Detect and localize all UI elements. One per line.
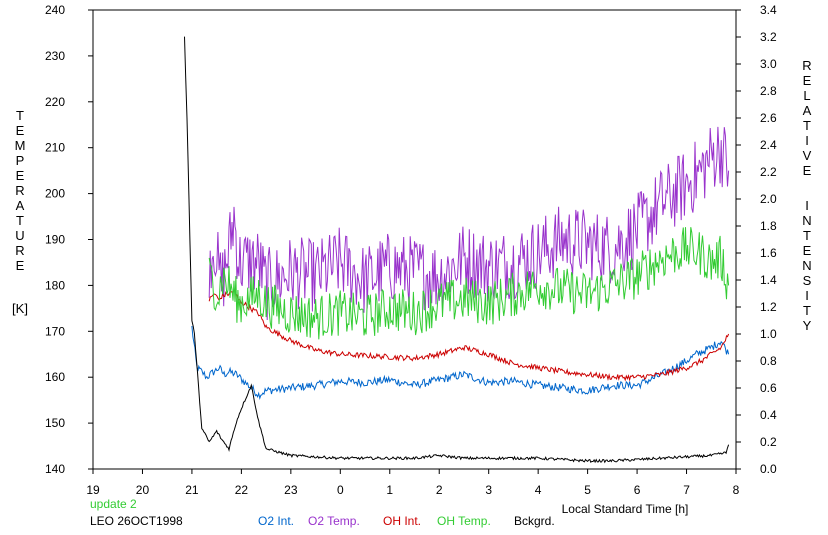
right-tick-label: 0.2 (760, 435, 777, 449)
left-axis-letter: A (16, 198, 25, 213)
right-tick-label: 2.4 (760, 138, 777, 152)
right-axis-letter: E (803, 73, 812, 88)
right-axis-letter: N (802, 258, 811, 273)
right-tick-label: 2.6 (760, 111, 777, 125)
x-tick-label: 2 (436, 483, 443, 497)
right-tick-label: 3.4 (760, 3, 777, 17)
left-axis-letter: M (15, 138, 26, 153)
legend-item: OH Temp. (437, 514, 491, 528)
left-axis-letter: R (15, 243, 24, 258)
right-axis-letter: T (803, 303, 811, 318)
right-tick-label: 1.0 (760, 327, 777, 341)
x-tick-label: 3 (485, 483, 492, 497)
series-line-o2-temp (208, 126, 730, 321)
left-tick-label: 240 (45, 3, 65, 17)
legend-item: O2 Temp. (308, 514, 360, 528)
right-axis-letter: Y (803, 318, 812, 333)
x-tick-label: 20 (136, 483, 150, 497)
right-tick-label: 0.0 (760, 462, 777, 476)
legend-item: OH Int. (383, 514, 422, 528)
right-axis-letter: V (803, 148, 812, 163)
left-axis-letter: R (15, 183, 24, 198)
left-axis-letter: E (16, 168, 25, 183)
right-tick-label: 3.0 (760, 57, 777, 71)
right-axis-letter: I (805, 198, 809, 213)
series-line-oh-temp (208, 227, 730, 340)
right-tick-label: 2.2 (760, 165, 777, 179)
left-tick-label: 150 (45, 416, 65, 430)
x-axis-ticks: 19 20 21 22 23 0 1 2 3 4 5 6 7 8 (86, 469, 740, 497)
left-tick-label: 230 (45, 49, 65, 63)
left-tick-label: 220 (45, 95, 65, 109)
right-tick-label: 0.8 (760, 354, 777, 368)
x-axis-title: Local Standard Time [h] (562, 502, 689, 516)
legend-item: Bckgrd. (514, 514, 555, 528)
right-axis-letter: E (803, 163, 812, 178)
x-tick-label: 4 (535, 483, 542, 497)
left-axis-letter: E (16, 123, 25, 138)
right-axis-letter: N (802, 213, 811, 228)
x-tick-label: 7 (683, 483, 690, 497)
right-tick-label: 1.4 (760, 273, 777, 287)
right-axis-letter: A (803, 103, 812, 118)
right-axis-letter: E (803, 243, 812, 258)
left-axis-letter: U (15, 228, 24, 243)
left-axis-letter: T (16, 108, 24, 123)
x-tick-label: 23 (284, 483, 298, 497)
series-lines (184, 36, 730, 464)
right-axis-letter: S (803, 273, 812, 288)
series-line-o2-int (191, 325, 730, 401)
right-axis-letter: L (803, 88, 810, 103)
right-axis-ticks: 0.0 0.2 0.4 0.6 0.8 1.0 1.2 1.4 1.6 1.8 2.0 2.2 2.4 2… (736, 3, 777, 476)
x-tick-label: 1 (386, 483, 393, 497)
right-axis-letter: T (803, 118, 811, 133)
right-axis-letter: R (802, 58, 811, 73)
update-label: update 2 (90, 497, 137, 511)
right-tick-label: 1.2 (760, 300, 777, 314)
x-tick-label: 5 (584, 483, 591, 497)
left-tick-label: 160 (45, 370, 65, 384)
x-tick-label: 22 (235, 483, 249, 497)
station-date-label: LEO 26OCT1998 (90, 514, 183, 528)
left-axis-letter: P (16, 153, 25, 168)
x-tick-label: 21 (185, 483, 199, 497)
right-tick-label: 0.4 (760, 408, 777, 422)
right-axis-letter: I (805, 133, 809, 148)
x-tick-label: 19 (86, 483, 100, 497)
left-tick-label: 140 (45, 462, 65, 476)
left-axis-ticks: 140 150 160 170 180 190 200 210 220 230 240 (45, 3, 93, 476)
right-tick-label: 2.0 (760, 192, 777, 206)
left-axis-unit: [K] (12, 301, 28, 316)
right-axis-letter: I (805, 288, 809, 303)
series-line-oh-int (208, 290, 730, 382)
left-tick-label: 180 (45, 278, 65, 292)
right-tick-label: 2.8 (760, 84, 777, 98)
left-tick-label: 190 (45, 233, 65, 247)
right-axis-letter: T (803, 228, 811, 243)
legend-item: O2 Int. (258, 514, 295, 528)
series-line-bckgrd (184, 36, 730, 464)
right-tick-label: 1.6 (760, 246, 777, 260)
right-tick-label: 0.6 (760, 381, 777, 395)
right-tick-label: 3.2 (760, 30, 777, 44)
right-tick-label: 1.8 (760, 219, 777, 233)
x-tick-label: 0 (337, 483, 344, 497)
x-tick-label: 6 (634, 483, 641, 497)
left-tick-label: 210 (45, 141, 65, 155)
left-axis-letter: T (16, 213, 24, 228)
left-tick-label: 170 (45, 324, 65, 338)
left-axis-letter: E (16, 258, 25, 273)
x-tick-label: 8 (733, 483, 740, 497)
left-tick-label: 200 (45, 187, 65, 201)
